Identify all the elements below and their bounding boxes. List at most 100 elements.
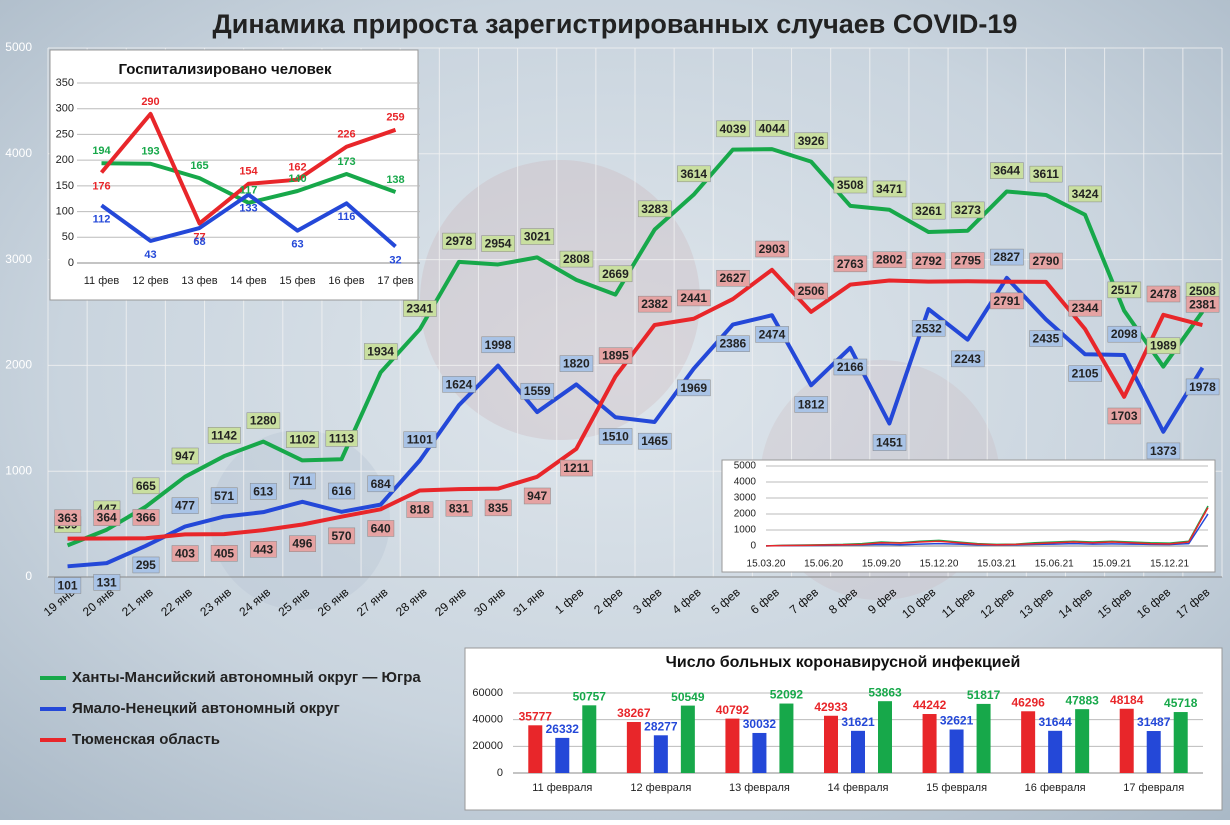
value-label-box <box>716 120 750 138</box>
value-label: 162 <box>288 162 306 174</box>
value-label-box <box>872 434 907 451</box>
x-tick-label: 11 фев <box>84 275 120 287</box>
x-tick-label: 15.03.20 <box>747 559 786 570</box>
value-label: 1101 <box>407 433 433 447</box>
value-label: 48184 <box>1110 693 1144 707</box>
value-label: 4044 <box>759 121 786 135</box>
value-label-box <box>1185 296 1220 313</box>
y-tick-label: 60000 <box>472 687 503 699</box>
value-label-box <box>1107 281 1142 299</box>
value-label-box <box>523 487 551 505</box>
value-label-box <box>54 509 82 527</box>
value-label: 116 <box>338 211 356 223</box>
value-label-box <box>911 320 946 337</box>
value-label: 2344 <box>1072 301 1099 315</box>
x-tick-label: 15 февраля <box>926 782 987 794</box>
value-label: 835 <box>488 501 508 515</box>
value-label-box <box>171 545 199 562</box>
patients-inset: 0 20000 40000 60000 11 февраля 12 февраля 13 ф… <box>464 647 1223 811</box>
value-label-box <box>911 202 946 220</box>
y-tick-label: 0 <box>497 767 503 779</box>
value-label: 496 <box>292 537 312 551</box>
value-label: 2903 <box>759 242 786 256</box>
value-label-box <box>367 475 395 493</box>
value-label: 477 <box>175 499 195 513</box>
value-label: 31621 <box>841 715 875 729</box>
bar <box>878 701 892 773</box>
inset-title: Госпитализировано человек <box>119 61 332 78</box>
value-label: 28277 <box>644 719 678 733</box>
value-label: 1934 <box>367 345 394 359</box>
value-label: 1102 <box>289 433 315 447</box>
bar <box>1048 730 1063 773</box>
inset-frame <box>49 49 419 301</box>
value-label-box <box>484 499 512 517</box>
history-inset: 0 1000 2000 3000 4000 5000 15.03.20 15.06.20 15.… <box>721 459 1216 573</box>
value-label-box <box>1068 365 1102 382</box>
value-label: 40792 <box>716 703 750 717</box>
value-label: 1998 <box>485 338 512 352</box>
bar <box>779 703 794 773</box>
y-tick-label: 1000 <box>734 525 757 536</box>
bar <box>1021 711 1036 773</box>
bar <box>582 705 597 773</box>
value-label: 947 <box>527 489 547 503</box>
series-line <box>100 192 397 249</box>
value-label-box <box>990 292 1024 310</box>
value-label: 3644 <box>993 164 1020 178</box>
bar <box>653 735 668 773</box>
legend-label: Ханты-Мансийский автономный округ — Югра <box>72 669 421 686</box>
inset-title: Число больных коронавирусной инфекцией <box>666 654 1021 671</box>
value-label: 290 <box>141 96 159 108</box>
x-tick-label: 15.06.20 <box>804 559 843 570</box>
bar <box>1146 731 1161 773</box>
value-label-box <box>833 255 868 273</box>
value-label-box <box>171 497 199 514</box>
value-label-box <box>833 358 868 376</box>
value-label-box <box>833 176 868 194</box>
value-label: 1373 <box>1150 444 1177 458</box>
x-tick-label: 12 фев <box>132 275 168 287</box>
value-label: 2795 <box>954 253 981 267</box>
value-label-box <box>794 132 829 150</box>
value-label: 2474 <box>759 327 786 341</box>
value-label: 50549 <box>671 690 705 704</box>
value-label: 3424 <box>1072 187 1099 201</box>
x-tick-label: 14 фев <box>230 275 266 287</box>
y-tick-label: 0 <box>750 541 756 552</box>
value-label: 1978 <box>1189 380 1216 394</box>
legend-label: Тюменская область <box>72 731 220 748</box>
value-label: 38267 <box>617 706 651 720</box>
value-label-box <box>1146 337 1181 354</box>
x-tick-label: 17 фев <box>377 275 413 287</box>
value-label: 2792 <box>915 254 942 268</box>
value-label: 68 <box>193 236 205 248</box>
x-tick-label: 15 фев <box>279 275 315 287</box>
value-label-box <box>520 382 555 400</box>
y-tick-label: 50 <box>62 231 74 243</box>
value-label: 2105 <box>1072 366 1099 380</box>
value-label: 259 <box>386 112 404 124</box>
value-label: 2954 <box>485 237 512 251</box>
x-tick-label: 11 февраля <box>532 782 592 794</box>
bar <box>824 715 838 773</box>
decor <box>420 160 700 440</box>
value-label: 1510 <box>602 429 629 443</box>
series-line <box>99 111 397 226</box>
value-label: 43 <box>144 249 156 261</box>
value-label-box <box>598 347 633 364</box>
value-label: 3273 <box>954 203 981 217</box>
value-label: 1812 <box>798 397 825 411</box>
value-label: 53863 <box>868 685 902 699</box>
value-label-box <box>716 335 750 352</box>
value-label: 63 <box>291 239 303 251</box>
value-label: 32 <box>389 254 401 266</box>
value-label-box <box>951 252 985 269</box>
value-label-box <box>406 501 434 518</box>
hospital-inset: 0 50 100 150 200 250 300 350 11 фев 12 фев 13 фев 1… <box>49 49 420 301</box>
value-label: 31644 <box>1038 715 1072 729</box>
value-label-box <box>364 343 398 360</box>
value-label-box <box>598 265 633 283</box>
